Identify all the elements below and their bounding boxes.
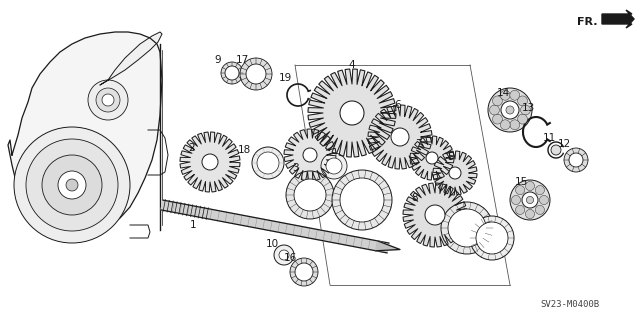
Circle shape (564, 148, 588, 172)
Circle shape (14, 127, 130, 243)
Polygon shape (161, 200, 389, 253)
Polygon shape (403, 183, 467, 247)
Circle shape (511, 196, 520, 204)
Circle shape (321, 153, 347, 179)
Circle shape (88, 80, 128, 120)
Text: 10: 10 (266, 239, 278, 249)
Circle shape (425, 205, 445, 225)
Circle shape (96, 88, 120, 112)
Text: 16: 16 (284, 253, 296, 263)
Circle shape (332, 170, 392, 230)
Circle shape (391, 128, 409, 146)
Polygon shape (100, 32, 162, 85)
Circle shape (286, 171, 334, 219)
Circle shape (500, 120, 510, 130)
Polygon shape (368, 105, 432, 169)
Circle shape (516, 186, 525, 195)
Text: 17: 17 (236, 55, 248, 65)
Text: 12: 12 (557, 139, 571, 149)
Circle shape (42, 155, 102, 215)
Circle shape (274, 245, 294, 265)
Circle shape (535, 186, 545, 195)
Circle shape (535, 205, 545, 214)
Text: 15: 15 (515, 177, 527, 187)
Text: 11: 11 (542, 133, 556, 143)
Circle shape (526, 197, 534, 204)
Circle shape (490, 105, 499, 115)
Circle shape (510, 180, 550, 220)
Circle shape (520, 105, 531, 115)
Circle shape (303, 148, 317, 162)
Circle shape (240, 58, 272, 90)
Circle shape (476, 222, 508, 254)
Circle shape (340, 178, 384, 222)
Circle shape (326, 158, 342, 174)
Circle shape (221, 62, 243, 84)
Circle shape (551, 145, 561, 155)
Circle shape (26, 139, 118, 231)
Circle shape (525, 210, 534, 219)
Circle shape (493, 96, 502, 106)
Text: 19: 19 (278, 73, 292, 83)
Circle shape (202, 154, 218, 170)
Circle shape (510, 90, 520, 100)
Circle shape (441, 202, 493, 254)
Text: 1: 1 (189, 220, 196, 230)
Circle shape (518, 114, 527, 124)
Circle shape (225, 66, 239, 80)
Circle shape (516, 205, 525, 214)
Text: 4: 4 (349, 60, 355, 70)
Polygon shape (433, 151, 477, 195)
Circle shape (500, 90, 510, 100)
Circle shape (540, 196, 548, 204)
Polygon shape (602, 10, 634, 28)
Polygon shape (8, 32, 162, 234)
Text: 8: 8 (412, 193, 419, 203)
Circle shape (294, 179, 326, 211)
Circle shape (493, 114, 502, 124)
Circle shape (246, 64, 266, 84)
Circle shape (569, 153, 583, 167)
Text: FR.: FR. (577, 17, 598, 27)
Text: 14: 14 (497, 88, 509, 98)
Circle shape (522, 192, 538, 208)
Circle shape (252, 147, 284, 179)
Circle shape (510, 120, 520, 130)
Circle shape (449, 167, 461, 179)
Polygon shape (376, 241, 400, 251)
Circle shape (448, 209, 486, 247)
Circle shape (340, 101, 364, 125)
Circle shape (102, 94, 114, 106)
Polygon shape (180, 132, 240, 192)
Circle shape (295, 263, 313, 281)
Polygon shape (284, 129, 336, 181)
Circle shape (66, 179, 78, 191)
Text: 7: 7 (415, 139, 421, 149)
Circle shape (257, 152, 279, 174)
Polygon shape (410, 136, 454, 180)
Polygon shape (308, 69, 396, 157)
Text: 5: 5 (447, 152, 453, 162)
Circle shape (470, 216, 514, 260)
Text: 6: 6 (395, 100, 401, 110)
Circle shape (58, 171, 86, 199)
Text: 18: 18 (237, 145, 251, 155)
Circle shape (501, 101, 519, 119)
Text: 3: 3 (292, 163, 298, 173)
Text: 9: 9 (214, 55, 221, 65)
Circle shape (290, 258, 318, 286)
Circle shape (525, 182, 534, 190)
Circle shape (279, 250, 289, 260)
Text: 13: 13 (522, 103, 534, 113)
Text: SV23-M0400B: SV23-M0400B (540, 300, 600, 309)
Circle shape (506, 106, 514, 114)
Text: 2: 2 (189, 143, 195, 153)
Circle shape (518, 96, 527, 106)
Circle shape (426, 152, 438, 164)
Circle shape (488, 88, 532, 132)
